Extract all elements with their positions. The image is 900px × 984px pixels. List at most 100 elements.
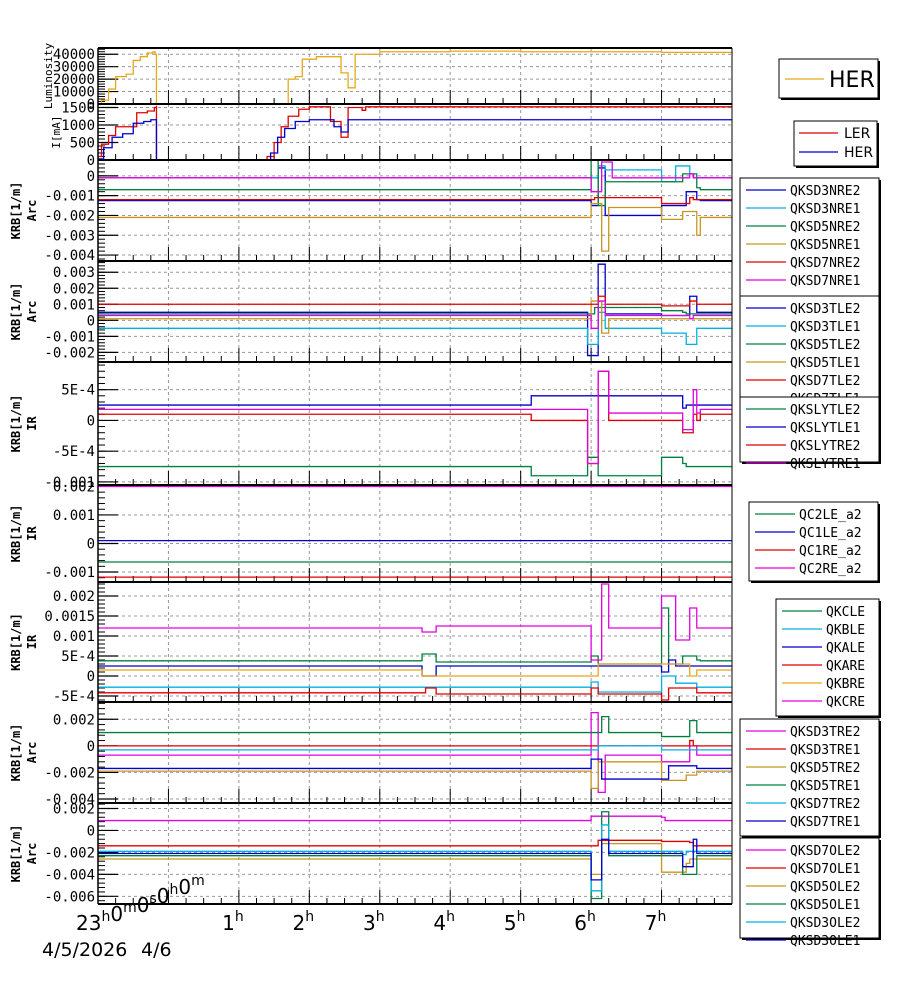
y-tick-label: 1500 (61, 101, 95, 117)
y-axis-sublabel: Arc (25, 843, 39, 865)
y-tick-label: 5E-4 (61, 649, 95, 665)
legend-entry-label: QKSD7TLE2 (790, 374, 860, 389)
y-tick-label: 10000 (53, 85, 95, 101)
series-QKSD3TRE1 (98, 739, 732, 747)
x-axis-labels: 23h0m0s0h0m 1h 2h 3h 4h 5h 6h 7h 4/5/2026 4/6 (42, 873, 666, 961)
panel-ir-qc: -0.001 0 0.001 0.002 KRB[1/m] IR QC2LE_a2 QC1LE… (9, 479, 880, 583)
legend-entry-label: QKSD5OLE1 (790, 898, 860, 913)
y-tick-label: -5E-4 (53, 689, 95, 705)
series-LER (98, 105, 732, 161)
legend-entry-label: QKSD3TRE1 (790, 743, 860, 758)
legend-entry-label: QKBRE (826, 677, 865, 692)
legend-entry-label: QKSD5TLE1 (790, 356, 860, 371)
legend-entry-label: QC1RE_a2 (799, 544, 862, 559)
legend-entry-label: QKSD3OLE1 (790, 934, 860, 949)
series-QKSD3NRE2 (98, 167, 732, 217)
y-tick-label: -0.004 (44, 867, 95, 883)
series-QKSD5TRE1 (98, 715, 732, 738)
y-axis-sublabel: Arc (25, 742, 39, 764)
legend-luminosity: HER (778, 58, 880, 100)
series-QKSD3OLE1 (98, 838, 732, 881)
y-tick-label: 0.002 (53, 479, 95, 495)
legend-entry-label: QKSD5OLE2 (790, 880, 860, 895)
legend-arc-nre: QKSD3NRE2 QKSD3NRE1 QKSD5NRE2 QKSD5NRE1 QKSD… (739, 177, 881, 303)
legend-entry-label: HER (844, 145, 873, 161)
y-tick-label: -0.002 (44, 845, 95, 861)
series-QKSD7OLE2 (98, 815, 732, 822)
series-HER (98, 50, 733, 105)
y-tick-label: -0.001 (44, 475, 95, 491)
series-QKSD5NRE2 (98, 159, 732, 207)
legend-entry-label: QKSD5TRE1 (790, 779, 860, 794)
series-QKSD3TLE1 (98, 311, 732, 346)
series-QKSLYTRE2 (98, 370, 732, 465)
series-QKSD5OLE2 (98, 842, 732, 876)
series-QKSD3TRE2 (98, 711, 732, 794)
y-tick-label: 0.0015 (44, 609, 95, 625)
y-axis-sublabel: IR (25, 526, 39, 541)
series-QKALE (98, 659, 732, 677)
panel-arc-ole: -0.006 -0.004 -0.002 0 0.002 KRB[1/m] Arc QKSD7… (9, 801, 881, 949)
y-tick-label: 0.001 (53, 297, 95, 313)
series-QKBRE (98, 663, 732, 677)
y-tick-label: 30000 (53, 60, 95, 76)
legend-entry-label: QKSD3OLE2 (790, 916, 860, 931)
y-tick-label: -0.002 (44, 208, 95, 224)
legend-entry-label: QKSD3NRE2 (790, 184, 860, 199)
legend-entry-label: QKSLYTRE1 (790, 457, 860, 472)
legend-ir-qk: QKCLE QKBLE QKALE QKARE QKBRE QKCRE (775, 598, 881, 718)
y-tick-label: 0.002 (53, 712, 95, 728)
legend-entry-label: QKBLE (826, 623, 865, 638)
legend-box (739, 295, 880, 402)
legend-entry-label: QKSD3TRE2 (790, 725, 860, 740)
y-tick-label: 1000 (61, 118, 95, 134)
legend-entry-label: QC2LE_a2 (799, 508, 862, 523)
y-tick-label: -0.004 (44, 792, 95, 808)
legend-arc-tle: QKSD3TLE2 QKSD3TLE1 QKSD5TLE2 QKSD5TLE1 QKSD… (739, 295, 881, 407)
legend-entry-label: QKARE (826, 659, 865, 674)
legend-entry-label: QKSD3TLE1 (790, 320, 860, 335)
y-axis-label: I[mA] (50, 115, 63, 148)
y-tick-label: 500 (70, 136, 95, 152)
series-QKSD3NRE1 (98, 165, 732, 183)
series-QKSD7NRE1 (98, 161, 732, 193)
y-tick-label: -0.002 (44, 765, 95, 781)
y-tick-label: 0.002 (53, 589, 95, 605)
y-axis-label: KRB[1/m] (9, 182, 23, 240)
x-tick-label: 5h (504, 909, 526, 935)
x-tick-label: 2h (293, 909, 315, 935)
y-tick-label: -0.004 (44, 248, 95, 264)
series-QKSLYTRE1 (98, 370, 732, 465)
y-tick-label: 0 (87, 97, 95, 113)
legend-current: LER HER (793, 120, 879, 168)
legend-entry-label: QKSLYTRE2 (790, 439, 860, 454)
series-QKSD7TLE2 (98, 295, 732, 307)
y-tick-label: 0.002 (53, 801, 95, 817)
legend-entry-label: QKSD5TRE2 (790, 761, 860, 776)
y-tick-label: -0.001 (44, 189, 95, 205)
y-axis-label: KRB[1/m] (9, 724, 23, 782)
legend-entry-label: QKSD7TRE1 (790, 815, 860, 830)
y-tick-label: -5E-4 (53, 444, 95, 460)
legend-entry-label: QC2RE_a2 (799, 562, 862, 577)
series-QKCRE (98, 583, 732, 661)
legend-entry-label: QKSD3TLE2 (790, 302, 860, 317)
y-tick-label: -0.002 (44, 345, 95, 361)
legend-entry-label: LER (844, 126, 871, 142)
legend-entry-label: QKSD5NRE1 (790, 238, 860, 253)
series-QKSD3TLE2 (98, 263, 732, 357)
legend-entry-label: QKSD7NRE1 (790, 274, 860, 289)
y-tick-label: -0.001 (44, 565, 95, 581)
y-axis-label: KRB[1/m] (9, 613, 23, 671)
y-tick-label: -0.001 (44, 329, 95, 345)
y-tick-label: 0 (87, 413, 95, 429)
y-axis-sublabel: Arc (25, 200, 39, 222)
y-tick-label: 40000 (53, 47, 95, 63)
x-tick-label: 6h (574, 909, 596, 935)
legend-entry-label: QKCLE (826, 605, 865, 620)
y-tick-label: 0 (87, 313, 95, 329)
